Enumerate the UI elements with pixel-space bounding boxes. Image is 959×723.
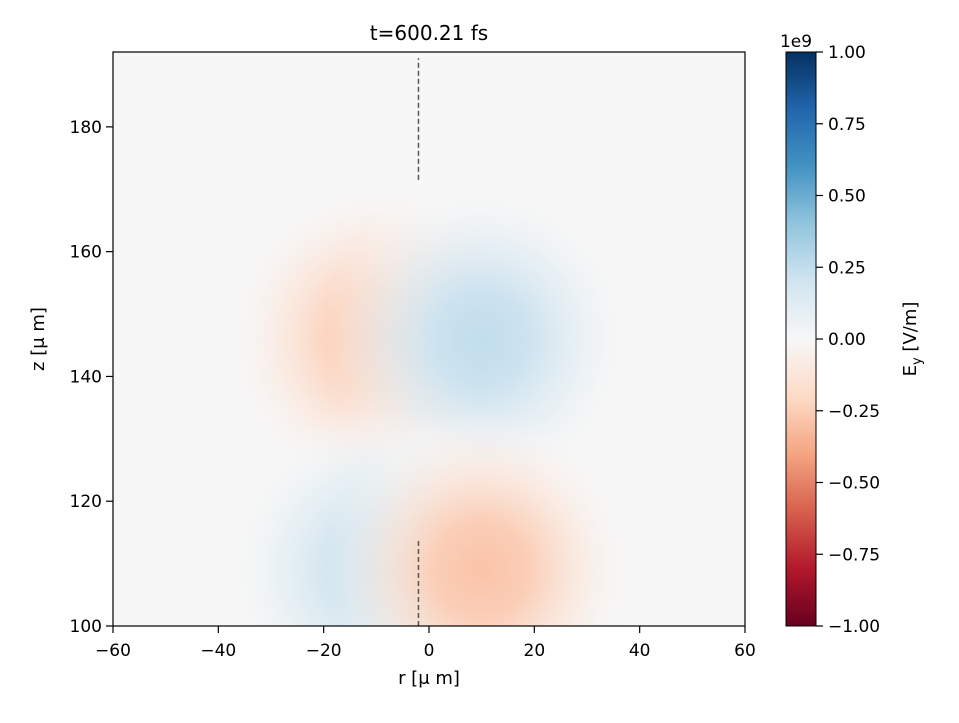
colorbar-tick-label: −0.75 (828, 545, 880, 565)
chart-title: t=600.21 fs (370, 21, 488, 45)
x-tick-label: −40 (200, 641, 236, 661)
x-tick-label: −20 (306, 641, 342, 661)
colorbar-tick-label: −1.00 (828, 617, 880, 637)
y-tick-label: 160 (70, 243, 102, 263)
colorbar-gradient (785, 51, 817, 627)
x-tick-label: 20 (524, 641, 546, 661)
colorbar-tick-label: 0.25 (828, 258, 866, 278)
x-tick-label: 60 (734, 641, 756, 661)
y-tick-label: 100 (70, 617, 102, 637)
x-axis-ticks: −60 −40 −20 0 20 40 60 (95, 626, 756, 661)
colorbar-label-sub: y (910, 357, 925, 365)
y-axis-ticks: 100 120 140 160 180 (70, 118, 113, 637)
y-axis-label: z [μ m] (28, 307, 49, 371)
x-tick-label: −60 (95, 641, 131, 661)
plot-area (112, 51, 746, 627)
colorbar-tick-label: 0.75 (828, 115, 866, 135)
colorbar-tick-label: 1.00 (828, 43, 866, 63)
colorbar-label: Ey [V/m] (900, 302, 925, 377)
y-tick-label: 140 (70, 367, 102, 387)
colorbar-label-main: E (900, 365, 921, 376)
x-tick-label: 40 (629, 641, 651, 661)
y-tick-label: 180 (70, 118, 102, 138)
colorbar-tick-label: −0.50 (828, 474, 880, 494)
colorbar-ticks: 1.00 0.75 0.50 0.25 0.00 −0.25 −0.50 −0.75 −1.00 (816, 43, 880, 637)
colorbar: 1.00 0.75 0.50 0.25 0.00 −0.25 −0.50 −0.75 −1.00… (780, 32, 925, 637)
colorbar-offset: 1e9 (780, 32, 812, 52)
y-tick-label: 120 (70, 492, 102, 512)
colorbar-label-unit: [V/m] (900, 302, 921, 358)
field-lobe (323, 407, 640, 626)
x-tick-label: 0 (424, 641, 435, 661)
x-axis-label: r [μ m] (398, 668, 460, 689)
colorbar-tick-label: 0.00 (828, 330, 866, 350)
colorbar-tick-label: 0.50 (828, 187, 866, 207)
colorbar-tick-label: −0.25 (828, 402, 880, 422)
